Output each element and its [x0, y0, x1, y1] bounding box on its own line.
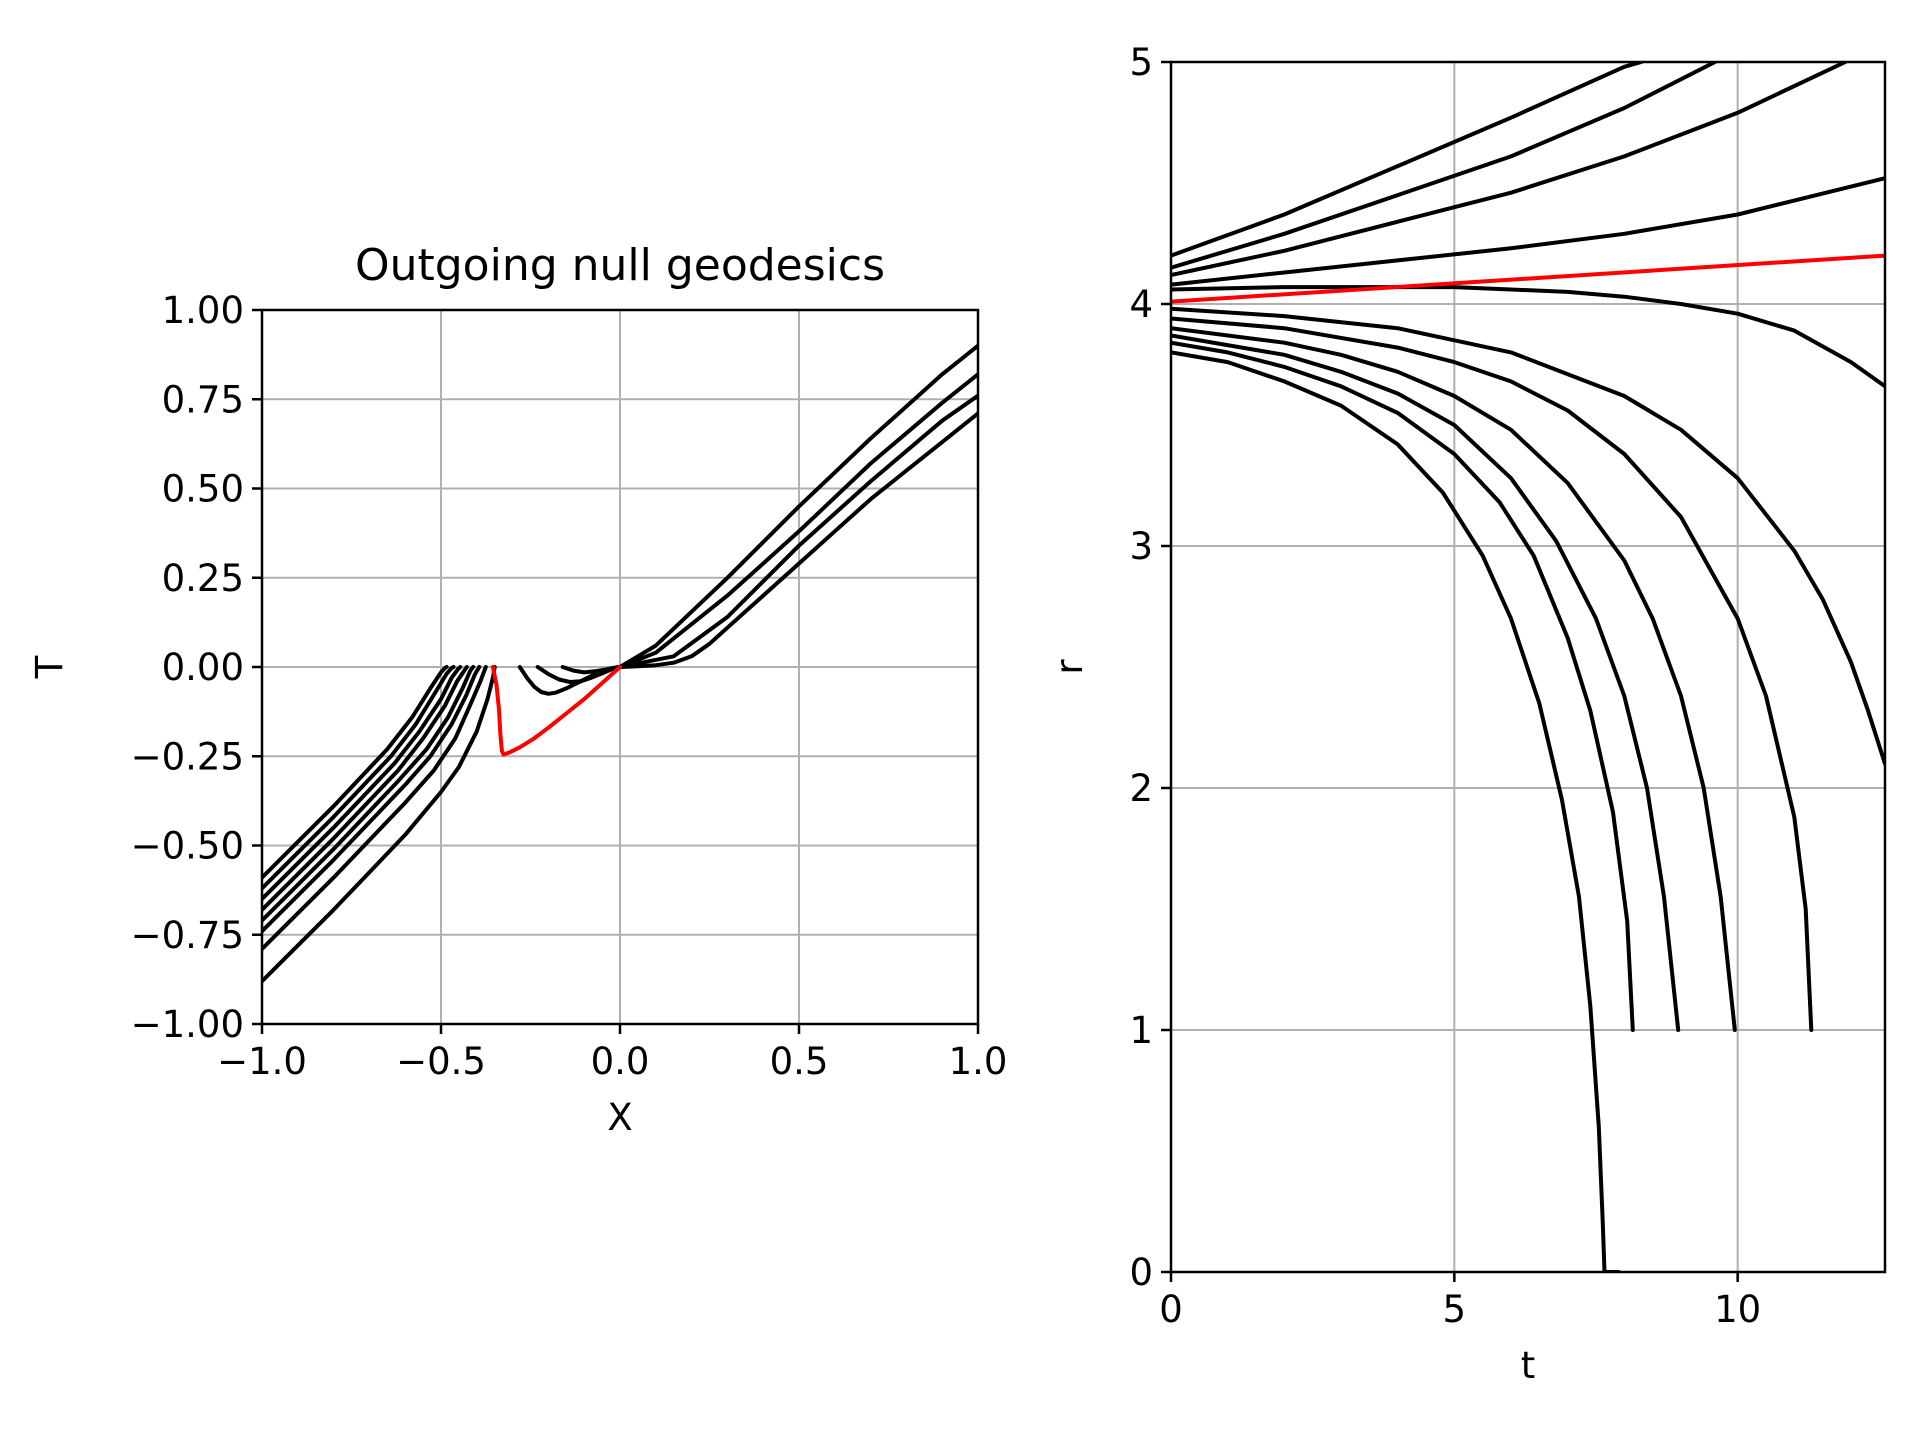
y-tick-label: 0.00: [162, 646, 244, 689]
chart-title: Outgoing null geodesics: [355, 240, 885, 291]
plot-frame: [1169, 60, 1887, 1274]
y-tick-label: 1.00: [162, 289, 244, 332]
x-tick-label: −1.0: [217, 1040, 307, 1083]
y-tick-label: 2: [1129, 767, 1153, 810]
chart-left-null-geodesics: −1.0 −0.5 0.0 0.5 1.0 −1.00 −0.75 −0.50 −0.25 0.0…: [28, 240, 1007, 1139]
y-tick-label: 0.25: [162, 557, 244, 600]
y-tick-label: −1.00: [131, 1003, 244, 1046]
series-group: [1171, 62, 1885, 1272]
chart-right-r-vs-t: 0 5 10 0 1 2 3 4 5 t r: [1048, 41, 1887, 1387]
y-tick-label: 0.75: [162, 378, 244, 421]
y-tick-label: 1: [1129, 1009, 1153, 1052]
series-line: [262, 665, 476, 923]
y-tick-label: 0.50: [162, 468, 244, 511]
y-axis-label: r: [1048, 659, 1091, 675]
series-line: [262, 665, 469, 912]
y-tick-label: −0.25: [131, 735, 244, 778]
series-line: [517, 343, 978, 696]
x-tick-label: 0.5: [770, 1040, 829, 1083]
x-tick-label: −0.5: [396, 1040, 486, 1083]
series-group: [262, 343, 978, 984]
series-line: [1171, 316, 1814, 1032]
x-tick-label: 10: [1714, 1288, 1761, 1331]
x-tick-label: 0.0: [591, 1040, 650, 1083]
series-line-highlight: [1171, 253, 1885, 304]
x-axis-label: t: [1521, 1344, 1536, 1387]
series-line: [1171, 340, 1635, 1032]
series-line: [1171, 306, 1885, 766]
series-line: [262, 665, 456, 891]
series-line: [262, 665, 482, 934]
y-tick-label: 5: [1129, 41, 1153, 84]
series-line: [262, 665, 488, 951]
y-tick-label: 0: [1129, 1251, 1153, 1294]
y-tick-label: 4: [1129, 283, 1153, 326]
series-line: [535, 372, 978, 684]
series-line: [262, 665, 449, 880]
series-line: [262, 665, 463, 901]
series-line: [1171, 285, 1885, 389]
series-line: [1171, 62, 1717, 270]
series-line: [618, 411, 978, 669]
series-line: [1171, 326, 1737, 1032]
x-tick-label: 5: [1443, 1288, 1467, 1331]
y-axis-label: T: [28, 655, 71, 679]
y-tick-label: 3: [1129, 525, 1153, 568]
series-line: [1171, 176, 1885, 287]
x-tick-label: 0: [1159, 1288, 1183, 1331]
series-line: [1171, 350, 1621, 1272]
series-line: [1171, 62, 1848, 277]
y-tick-label: −0.50: [131, 825, 244, 868]
series-line: [1171, 333, 1681, 1032]
y-tick-label: −0.75: [131, 914, 244, 957]
x-tick-label: 1.0: [949, 1040, 1008, 1083]
series-line: [1171, 62, 1644, 258]
x-axis-label: X: [607, 1096, 632, 1139]
series-line-highlight: [490, 665, 622, 757]
series-line: [262, 665, 497, 984]
